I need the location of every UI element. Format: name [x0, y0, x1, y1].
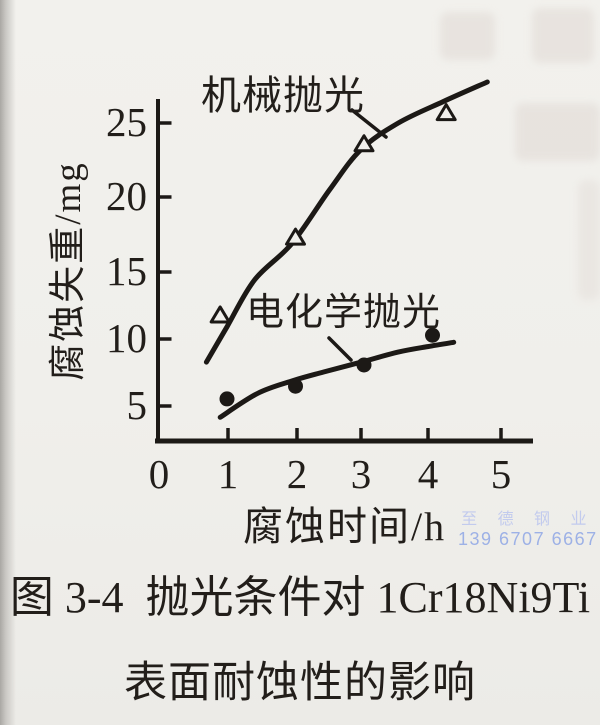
leader-line-mechanical	[350, 108, 388, 139]
x-tick-label-1: 1	[217, 451, 239, 497]
y-tick-label-5: 5	[126, 382, 148, 428]
marker-triangle	[435, 103, 457, 122]
x-tick-label-0: 0	[148, 451, 170, 497]
page-bleedthrough	[532, 8, 594, 63]
series-label-mechanical-polishing: 机械抛光	[201, 73, 365, 118]
marker-triangle	[209, 305, 231, 324]
x-tick-label-3: 3	[350, 451, 372, 497]
figure-number: 图 3-4	[9, 573, 124, 622]
figure-caption: 图 3-4 抛光条件对 1Cr18Ni9Ti 表面耐蚀性的影响	[0, 570, 600, 709]
watermark: 至 德 钢 业 139 6707 6667	[458, 510, 598, 549]
x-tick-label-4: 4	[417, 451, 439, 497]
series-curve-electrochemical	[217, 339, 457, 420]
marker-circle	[288, 378, 303, 394]
marker-circle	[219, 391, 235, 407]
page-bleedthrough	[440, 12, 495, 60]
marker-triangle	[285, 227, 306, 246]
series-label-electrochemical-polishing: 电化学抛光	[246, 292, 442, 334]
caption-title: 抛光条件对 1Cr18Ni9Ti	[145, 573, 591, 622]
marker-circle	[425, 327, 440, 343]
caption-subtitle: 表面耐蚀性的影响	[124, 660, 476, 707]
watermark-company: 至 德 钢 业	[461, 511, 595, 528]
y-tick-label-10: 10	[106, 315, 147, 361]
page-left-edge-shadow	[0, 0, 16, 725]
x-tick-label-2: 2	[286, 451, 308, 497]
page-bleedthrough	[515, 103, 600, 161]
y-tick-label-15: 15	[106, 248, 147, 294]
x-tick-label-5: 5	[490, 451, 512, 497]
marker-circle	[356, 357, 372, 373]
watermark-phone: 139 6707 6667	[458, 529, 598, 549]
page-bleedthrough	[578, 180, 600, 300]
y-tick-label-20: 20	[106, 173, 147, 219]
series-curve-mechanical	[203, 79, 490, 365]
y-tick-label-25: 25	[106, 99, 147, 145]
leader-line-electrochemical	[327, 336, 353, 362]
marker-triangle	[353, 134, 375, 153]
x-axis-title: 腐蚀时间/h	[243, 504, 447, 549]
